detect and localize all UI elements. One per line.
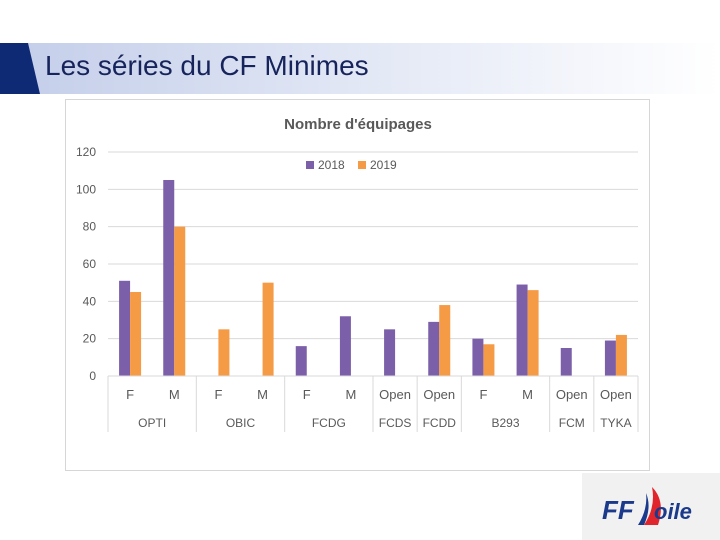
y-tick-label: 80 (83, 220, 97, 234)
logo-ff-text: FF (602, 495, 635, 525)
x-tick-label: Open (556, 387, 588, 402)
x-tick-label: M (257, 387, 268, 402)
bar-2018 (163, 180, 175, 376)
bar-2019 (527, 290, 539, 376)
bar-2018 (339, 316, 351, 376)
bar-2018 (295, 346, 307, 376)
y-tick-label: 0 (89, 369, 96, 383)
y-tick-label: 100 (76, 182, 96, 196)
x-group-label: B293 (491, 416, 519, 430)
x-group-label: FCM (559, 416, 585, 430)
legend-label: 2019 (370, 158, 397, 172)
bar-2019 (262, 282, 274, 376)
y-tick-label: 60 (83, 257, 97, 271)
bar-2019 (218, 329, 230, 376)
legend-label: 2018 (318, 158, 345, 172)
bar-2019 (130, 292, 142, 376)
bar-2018 (604, 340, 616, 376)
x-tick-label: Open (600, 387, 632, 402)
y-tick-label: 40 (83, 294, 97, 308)
bar-2018 (560, 348, 572, 376)
bar-2018 (384, 329, 396, 376)
page-title: Les séries du CF Minimes (45, 50, 369, 81)
bar-2019 (439, 305, 451, 376)
x-group-label: OBIC (226, 416, 256, 430)
x-group-label: FCDD (423, 416, 457, 430)
bar-2018 (516, 284, 528, 376)
legend-swatch-2018 (306, 161, 314, 169)
sail-icon-blue (638, 493, 649, 525)
bar-2018 (119, 280, 131, 376)
x-tick-label: Open (423, 387, 455, 402)
bar-2019 (483, 344, 495, 376)
x-group-label: TYKA (600, 416, 631, 430)
x-group-label: OPTI (138, 416, 166, 430)
bar-2018 (472, 338, 484, 376)
x-tick-label: Open (379, 387, 411, 402)
y-tick-label: 20 (83, 332, 97, 346)
bar-chart: Nombre d'équipages 0 20 40 60 80 100 120 F M F M F M… (76, 116, 639, 432)
x-group-label: FCDS (379, 416, 412, 430)
legend-swatch-2019 (358, 161, 366, 169)
title-banner (0, 43, 720, 94)
x-tick-label: F (479, 387, 487, 402)
x-tick-label: M (169, 387, 180, 402)
x-tick-label: M (345, 387, 356, 402)
logo-voile-text: oile (654, 499, 692, 524)
bar-2018 (428, 321, 440, 376)
y-tick-label: 120 (76, 145, 96, 159)
chart-container: Nombre d'équipages 0 20 40 60 80 100 120 F M F M F M… (65, 99, 650, 471)
x-tick-label: F (214, 387, 222, 402)
x-group-label: FCDG (312, 416, 346, 430)
bar-2019 (174, 226, 186, 376)
chart-title: Nombre d'équipages (284, 116, 432, 133)
bar-2019 (615, 334, 627, 376)
ffvoile-logo: FF oile (582, 473, 720, 540)
x-tick-label: F (303, 387, 311, 402)
x-tick-label: M (522, 387, 533, 402)
sail-icon (644, 487, 661, 525)
x-tick-label: F (126, 387, 134, 402)
